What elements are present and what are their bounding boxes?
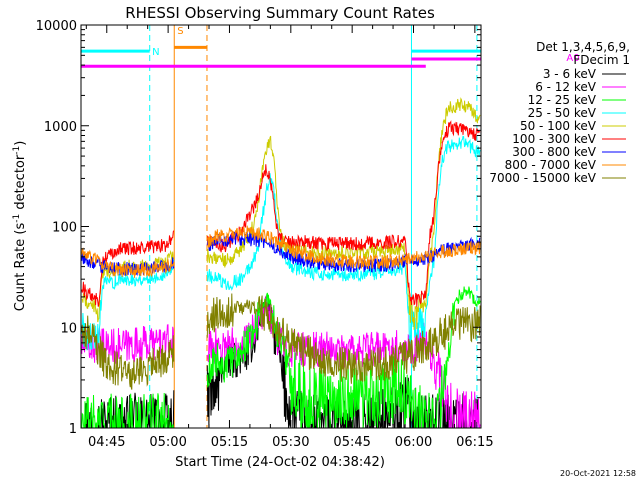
x-axis: 04:45 05:00 05:15 05:30 05:45 06:00 06:15	[85, 25, 494, 450]
legend-entry-label: 50 - 100 keV	[520, 119, 597, 133]
y-axis-label-part2: detector	[13, 154, 28, 214]
x-tick-label: 05:15	[211, 435, 248, 450]
x-tick-label: 06:00	[395, 435, 432, 450]
x-tick-label: 05:45	[333, 435, 370, 450]
x-tick-label: 06:15	[456, 435, 493, 450]
legend-header-line2: FDecim 1	[573, 53, 630, 67]
x-axis-label: Start Time (24-Oct-02 04:38:42)	[175, 455, 385, 470]
legend-entry-label: 300 - 800 keV	[512, 145, 596, 159]
flag-label: A0	[566, 53, 579, 64]
legend-entry-label: 7000 - 15000 keV	[489, 171, 596, 185]
series-line	[81, 225, 481, 278]
y-tick-label: 1000	[44, 120, 77, 135]
legend-header-line1: Det 1,3,4,5,6,9,	[536, 40, 630, 54]
legend-entry-label: 800 - 7000 keV	[505, 158, 597, 172]
y-axis: 1 10 100 1000 10000	[36, 19, 481, 437]
legend-entry-label: 6 - 12 keV	[535, 80, 597, 94]
series-line	[81, 293, 481, 390]
flag-label: N	[152, 47, 159, 58]
chart-title: RHESSI Observing Summary Count Rates	[125, 4, 435, 22]
y-tick-label: 10	[60, 321, 77, 336]
y-tick-label: 10000	[36, 19, 77, 34]
legend-entry-label: 3 - 6 keV	[543, 67, 597, 81]
x-tick-label: 05:00	[149, 435, 186, 450]
data-layer: NSA0A1	[81, 25, 580, 428]
y-axis-label-exp1: -1	[12, 214, 22, 223]
x-tick-label: 05:30	[272, 435, 309, 450]
y-axis-label: Count Rate (s-1 detector-1)	[12, 141, 28, 312]
y-tick-label: 100	[52, 221, 77, 236]
footer-timestamp: 20-Oct-2021 12:58	[560, 469, 636, 478]
x-tick-label: 04:45	[88, 435, 125, 450]
flag-label: S	[177, 26, 183, 37]
y-tick-label: 1	[69, 422, 77, 437]
legend-entry-label: 12 - 25 keV	[528, 93, 597, 107]
series-line	[81, 286, 481, 428]
series-line	[81, 97, 481, 330]
legend-entry-label: 25 - 50 keV	[528, 106, 597, 120]
y-axis-label-exp2: -1	[12, 146, 22, 155]
y-axis-label-part3: )	[13, 141, 28, 146]
legend-entry-label: 100 - 300 keV	[512, 132, 596, 146]
y-axis-label-part1: Count Rate (s	[13, 223, 28, 312]
series-line	[81, 120, 481, 307]
